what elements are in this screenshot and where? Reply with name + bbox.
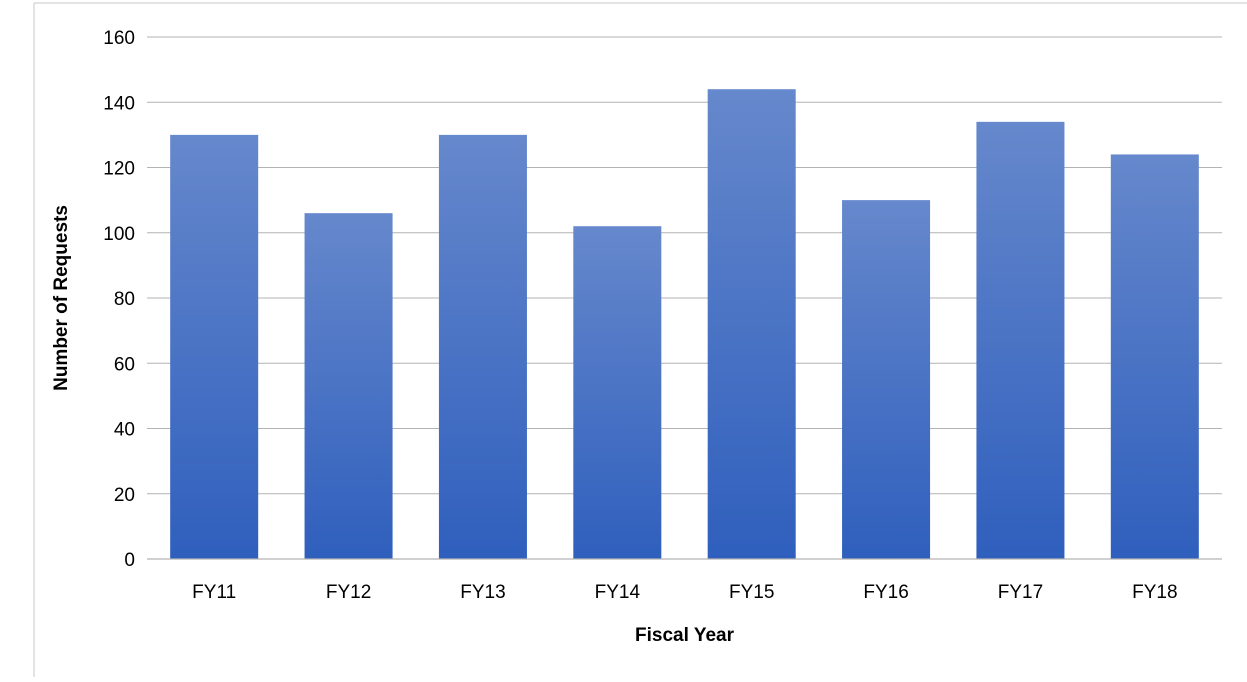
bar-fy17 [976, 121, 1065, 559]
bar-fy15 [707, 89, 796, 559]
x-tick-label: FY14 [595, 582, 641, 603]
bar-fy12 [304, 213, 393, 560]
x-tick-label: FY13 [460, 582, 505, 603]
y-tick-label: 160 [103, 28, 135, 49]
y-axis-title: Number of Requests [51, 205, 72, 391]
y-tick-label: 80 [114, 289, 135, 310]
x-axis-tick-labels: FY11 FY12 FY13 FY14 FY15 FY16 FY17 FY18 [192, 582, 1177, 603]
y-tick-label: 60 [114, 354, 135, 375]
y-tick-label: 40 [114, 420, 135, 441]
x-tick-label: FY12 [326, 582, 371, 603]
x-tick-label: FY16 [863, 582, 908, 603]
bar-fy11 [170, 134, 259, 559]
y-tick-label: 100 [103, 224, 135, 245]
x-tick-label: FY15 [729, 582, 774, 603]
bars [170, 89, 1199, 560]
x-tick-label: FY11 [192, 582, 236, 603]
y-tick-label: 140 [103, 93, 135, 114]
y-tick-label: 120 [103, 159, 135, 180]
x-axis-title: Fiscal Year [635, 625, 735, 646]
y-axis-tick-labels: 0 20 40 60 80 100 120 140 160 [103, 28, 135, 571]
x-tick-label: FY18 [1132, 582, 1177, 603]
x-tick-label: FY17 [998, 582, 1043, 603]
bar-fy16 [842, 200, 931, 559]
bar-fy14 [573, 226, 662, 559]
y-tick-label: 0 [124, 550, 135, 571]
y-tick-label: 20 [114, 485, 135, 506]
bar-fy13 [438, 134, 527, 559]
bar-fy18 [1110, 154, 1199, 559]
